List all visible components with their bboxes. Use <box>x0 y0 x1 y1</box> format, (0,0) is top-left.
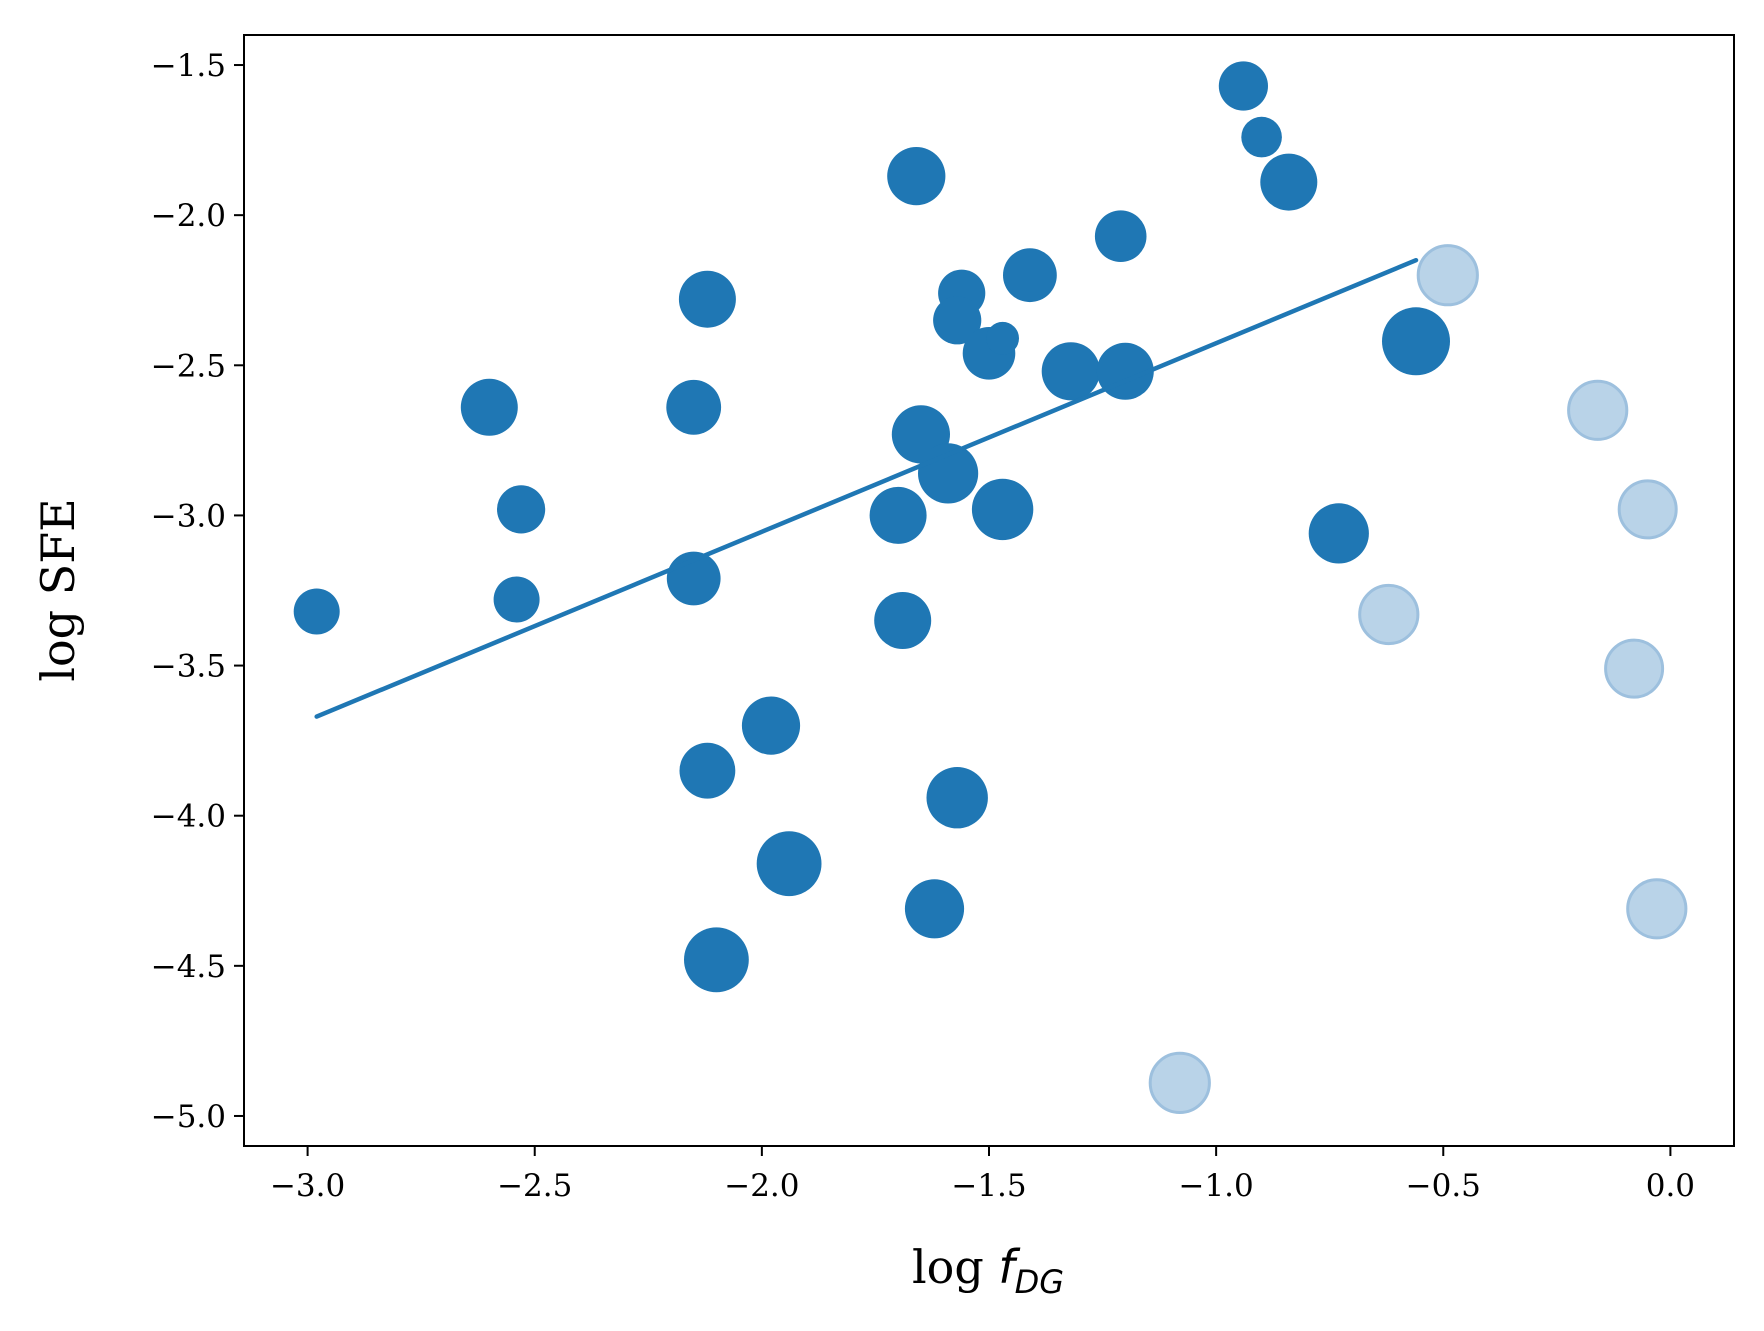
data-point-24 <box>1041 342 1100 401</box>
faded-point-4 <box>1604 638 1665 699</box>
data-point-22 <box>971 478 1034 541</box>
faded-point-1 <box>1567 379 1629 441</box>
x-tick-label: −1.5 <box>951 1168 1026 1204</box>
data-point-27 <box>1218 61 1268 111</box>
data-point-17 <box>926 767 988 829</box>
data-point-3 <box>493 576 540 623</box>
data-point-19 <box>933 296 982 345</box>
faded-point-2 <box>1617 479 1678 540</box>
data-point-16 <box>904 879 965 939</box>
x-tick-label: −0.5 <box>1406 1168 1481 1204</box>
data-point-23 <box>1003 248 1057 303</box>
x-axis-ticks: −3.0 −2.5 −2.0 −1.5 −1.0 −0.5 0.0 <box>270 1146 1695 1204</box>
y-tick-label: −5.0 <box>151 1099 226 1135</box>
faded-point-0 <box>1416 244 1479 307</box>
x-tick-label: −2.0 <box>724 1168 799 1204</box>
data-point-1 <box>460 378 518 436</box>
points-layer <box>293 61 1688 1115</box>
y-tick-label: −1.5 <box>151 48 226 84</box>
data-point-2 <box>496 485 546 534</box>
fit-layer <box>314 257 1419 719</box>
data-point-13 <box>869 486 927 544</box>
data-point-28 <box>1241 116 1282 158</box>
y-axis-label: log SFE <box>31 498 85 681</box>
data-point-8 <box>684 927 749 993</box>
y-tick-label: −4.5 <box>151 949 226 985</box>
data-point-30 <box>1308 503 1369 564</box>
x-axis-label-sub: DG <box>1015 1263 1064 1301</box>
data-point-14 <box>874 592 932 649</box>
data-point-11 <box>887 147 946 206</box>
faded-point-6 <box>1148 1051 1211 1115</box>
data-point-25 <box>1094 210 1147 262</box>
data-point-7 <box>679 742 736 799</box>
data-point-31 <box>1382 307 1450 376</box>
y-tick-label: −3.0 <box>151 498 226 534</box>
data-point-21 <box>986 321 1019 355</box>
data-point-10 <box>756 831 822 897</box>
data-point-4 <box>666 379 722 435</box>
y-tick-label: −2.5 <box>151 348 226 384</box>
data-point-29 <box>1260 153 1318 211</box>
y-tick-label: −4.0 <box>151 799 226 835</box>
y-axis-ticks: −1.5 −2.0 −2.5 −3.0 −3.5 −4.0 −4.5 −5.0 <box>151 48 244 1135</box>
x-tick-label: 0.0 <box>1646 1168 1695 1204</box>
data-point-5 <box>678 270 736 328</box>
x-tick-label: −1.0 <box>1178 1168 1253 1204</box>
data-point-0 <box>293 588 340 635</box>
faded-point-3 <box>1358 583 1420 646</box>
y-tick-label: −3.5 <box>151 649 226 685</box>
x-tick-label: −3.0 <box>270 1168 345 1204</box>
faded-point-5 <box>1626 878 1688 940</box>
data-point-9 <box>741 696 801 755</box>
x-axis-label-main: log <box>912 1240 998 1294</box>
y-tick-label: −2.0 <box>151 198 226 234</box>
x-tick-label: −2.5 <box>497 1168 572 1204</box>
fit-line <box>314 257 1419 719</box>
